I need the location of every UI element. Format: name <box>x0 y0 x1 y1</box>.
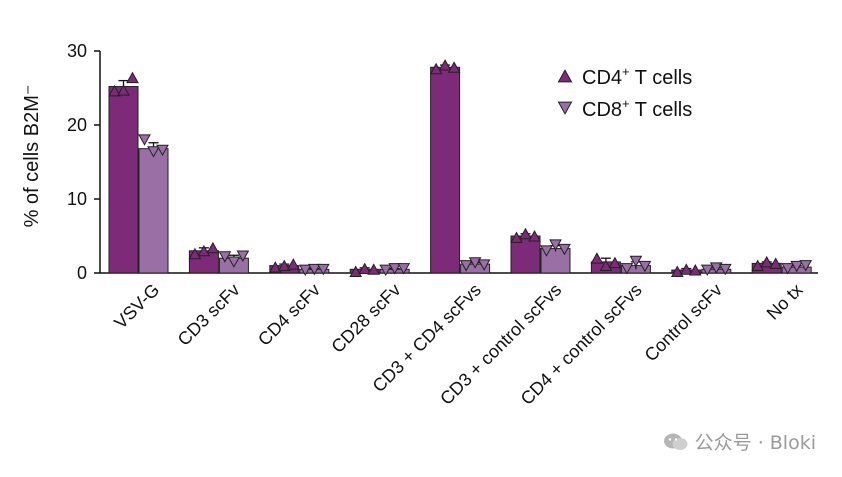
legend-label-cd8: CD8+ T cells <box>582 96 692 121</box>
data-point <box>608 256 622 269</box>
data-point <box>397 263 411 275</box>
data-point <box>298 264 312 277</box>
y-tick-label: 30 <box>67 41 87 61</box>
data-point <box>108 84 121 97</box>
data-point <box>558 243 571 256</box>
data-point <box>781 263 795 275</box>
data-point <box>438 59 452 71</box>
data-point <box>138 134 151 146</box>
data-point <box>620 263 634 275</box>
bar-cd4 <box>430 66 461 274</box>
data-point <box>429 62 443 75</box>
data-point <box>236 250 250 262</box>
points-layer <box>108 59 813 277</box>
legend-label-cd4: CD4+ T cells <box>582 64 692 89</box>
bar-cd8 <box>138 148 169 274</box>
data-point <box>688 264 702 276</box>
data-point <box>799 260 813 272</box>
data-point <box>477 259 491 271</box>
x-tick-label: CD28 scFv <box>327 280 404 357</box>
data-point <box>147 146 160 158</box>
data-point <box>268 261 282 273</box>
y-tick-label: 20 <box>67 115 87 135</box>
data-point <box>206 241 220 254</box>
data-point <box>751 259 765 272</box>
legend-marker-cd4 <box>557 69 573 83</box>
data-point <box>379 264 393 277</box>
x-tick-label: No tx <box>763 280 807 324</box>
bar-cd4 <box>108 86 139 274</box>
x-tick-label: Control scFv <box>641 280 727 366</box>
data-point <box>769 257 783 269</box>
y-axis-title: % of cells B2M⁻ <box>21 85 43 228</box>
data-point <box>459 260 473 272</box>
y-tick-label: 0 <box>77 263 87 283</box>
data-point <box>519 227 532 240</box>
data-point <box>709 262 723 274</box>
data-point <box>126 71 139 84</box>
data-point <box>218 251 232 263</box>
data-point <box>286 258 300 270</box>
legend-marker-cd8 <box>557 101 573 115</box>
data-point <box>760 255 774 268</box>
x-tick-label: CD4 scFv <box>254 280 324 350</box>
data-point <box>468 257 482 269</box>
data-point <box>790 260 804 273</box>
data-point <box>540 245 553 257</box>
legend: CD4+ T cells CD8+ T cells <box>557 64 692 121</box>
data-point <box>358 262 372 275</box>
data-point <box>718 263 732 276</box>
data-point <box>277 259 291 272</box>
data-point <box>629 255 643 268</box>
data-point <box>590 252 604 264</box>
y-tick-label: 10 <box>67 189 87 209</box>
watermark-text: 公众号 · Bloki <box>694 432 816 454</box>
data-point <box>528 230 541 242</box>
data-point <box>638 260 652 273</box>
data-point <box>670 265 684 277</box>
data-point <box>510 231 523 243</box>
data-point <box>156 144 169 157</box>
data-point <box>679 263 693 275</box>
watermark: 公众号 · Bloki <box>663 428 816 455</box>
data-point <box>117 84 130 96</box>
data-point <box>367 263 381 275</box>
data-point <box>549 239 562 251</box>
x-tick-label: CD3 scFv <box>174 280 244 350</box>
x-tick-label: VSV-G <box>110 280 163 333</box>
data-point <box>316 263 330 276</box>
data-point <box>447 61 461 73</box>
wechat-icon <box>663 433 688 450</box>
bars-layer <box>108 64 812 274</box>
data-point <box>388 263 402 275</box>
data-point <box>307 263 321 276</box>
data-point <box>227 256 241 268</box>
data-point <box>700 264 714 277</box>
